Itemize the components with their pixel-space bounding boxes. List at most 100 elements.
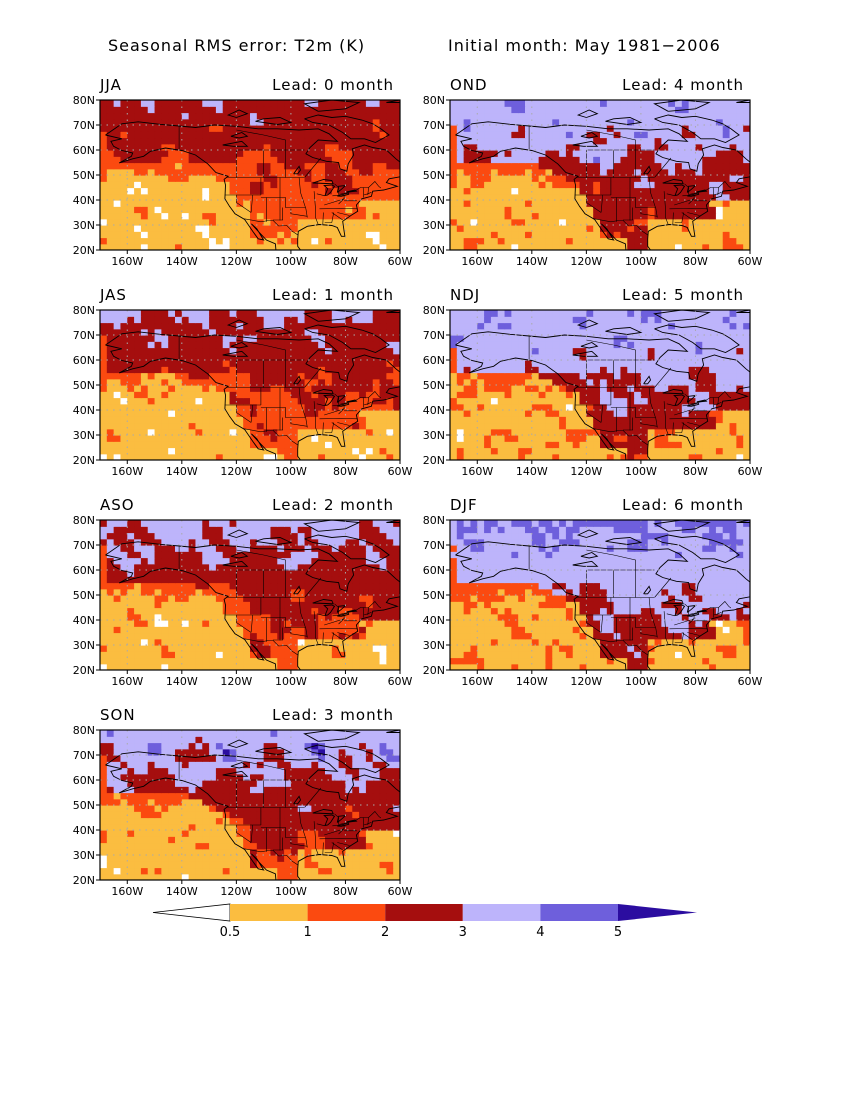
gridlines: [450, 520, 750, 670]
lon-tick-label: 100W: [275, 675, 307, 688]
lon-tick-label: 120W: [220, 885, 252, 898]
lon-tick-label: 80W: [333, 465, 358, 478]
colorbar-label: 4: [536, 925, 544, 940]
lon-tick-label: 160W: [461, 255, 493, 268]
lat-tick-label: 30N: [73, 429, 95, 442]
lon-tick-label: 80W: [333, 255, 358, 268]
lat-tick-label: 40N: [423, 194, 445, 207]
lon-tick-label: 140W: [166, 885, 198, 898]
gridlines: [100, 520, 400, 670]
coastlines: [105, 730, 400, 880]
colorbar-swatch: [307, 904, 386, 921]
lat-tick-label: 80N: [73, 95, 95, 107]
colorbar-label: 2: [381, 925, 389, 940]
lon-tick-label: 140W: [166, 465, 198, 478]
lat-tick-label: 30N: [423, 219, 445, 232]
gridlines: [450, 100, 750, 250]
lat-tick-label: 60N: [73, 564, 95, 577]
lat-tick-label: 60N: [423, 144, 445, 157]
lat-tick-label: 70N: [423, 119, 445, 132]
panel-lead-label: Lead: 6 month: [622, 496, 744, 514]
colorbar: 0.5 1 2 3 4 5: [152, 903, 697, 940]
lat-tick-label: 70N: [423, 539, 445, 552]
panel-lead-label: Lead: 1 month: [272, 286, 394, 304]
lat-tick-label: 40N: [73, 404, 95, 417]
lat-tick-label: 50N: [73, 799, 95, 812]
figure-title: Seasonal RMS error: T2m (K): [108, 36, 366, 55]
lon-tick-label: 100W: [275, 885, 307, 898]
lon-tick-label: 60W: [738, 465, 763, 478]
lat-tick-label: 20N: [423, 664, 445, 677]
lat-tick-label: 30N: [73, 639, 95, 652]
lon-tick-label: 60W: [738, 675, 763, 688]
colorbar-swatch: [385, 904, 463, 921]
lat-tick-label: 80N: [73, 725, 95, 737]
rms-error-map: 160W 140W 120W 100W 80W 60W 80N 70N 60N 50N 40N 30N…: [423, 515, 763, 688]
lat-tick-label: 70N: [73, 749, 95, 762]
lon-tick-label: 80W: [683, 465, 708, 478]
lon-tick-label: 120W: [570, 465, 602, 478]
coastlines: [105, 100, 400, 250]
lon-tick-label: 100W: [275, 255, 307, 268]
lat-tick-label: 20N: [73, 664, 95, 677]
lat-tick-label: 70N: [423, 329, 445, 342]
lat-tick-label: 30N: [423, 429, 445, 442]
rms-error-map: 160W 140W 120W 100W 80W 60W 80N 70N 60N 50N 40N 30N…: [73, 515, 413, 688]
lat-tick-label: 30N: [73, 219, 95, 232]
lon-tick-label: 160W: [111, 255, 143, 268]
panel-season-label: JAS: [100, 286, 127, 304]
lat-tick-label: 50N: [423, 379, 445, 392]
lon-tick-label: 160W: [111, 885, 143, 898]
lon-tick-label: 160W: [111, 465, 143, 478]
lon-tick-label: 120W: [220, 465, 252, 478]
panel-season-label: JJA: [100, 76, 122, 94]
lon-tick-label: 140W: [516, 255, 548, 268]
lon-tick-label: 100W: [275, 465, 307, 478]
colorbar-max-arrow: [618, 904, 697, 921]
lat-tick-label: 60N: [73, 144, 95, 157]
lon-tick-label: 60W: [388, 255, 413, 268]
lat-tick-label: 20N: [73, 874, 95, 887]
lat-tick-label: 80N: [423, 515, 445, 527]
lon-tick-label: 120W: [220, 255, 252, 268]
lat-tick-label: 60N: [73, 354, 95, 367]
panel-season-label: OND: [450, 76, 488, 94]
colorbar-min-arrow: [152, 903, 231, 922]
rms-error-map: 160W 140W 120W 100W 80W 60W 80N 70N 60N 50N 40N 30N…: [73, 95, 413, 268]
lat-tick-label: 40N: [73, 824, 95, 837]
colorbar-swatch: [230, 904, 308, 921]
lat-tick-label: 50N: [73, 169, 95, 182]
lat-tick-label: 70N: [73, 539, 95, 552]
colorbar-swatch: [540, 904, 618, 921]
lon-tick-label: 100W: [625, 255, 657, 268]
panel-lead-label: Lead: 4 month: [622, 76, 744, 94]
lat-tick-label: 60N: [423, 564, 445, 577]
lat-tick-label: 80N: [423, 95, 445, 107]
panel-lead-label: Lead: 5 month: [622, 286, 744, 304]
lat-tick-label: 50N: [73, 379, 95, 392]
lat-tick-label: 60N: [423, 354, 445, 367]
colorbar-label: 3: [459, 925, 467, 940]
lon-tick-label: 80W: [333, 885, 358, 898]
error-field: [450, 100, 750, 250]
lat-tick-label: 40N: [423, 614, 445, 627]
lat-tick-label: 50N: [423, 589, 445, 602]
lon-tick-label: 120W: [220, 675, 252, 688]
lon-tick-label: 60W: [738, 255, 763, 268]
lon-tick-label: 140W: [166, 255, 198, 268]
lon-tick-label: 80W: [333, 675, 358, 688]
lon-tick-label: 100W: [625, 675, 657, 688]
lon-tick-label: 80W: [683, 675, 708, 688]
lon-tick-label: 120W: [570, 675, 602, 688]
lat-tick-label: 40N: [423, 404, 445, 417]
rms-error-map: 160W 140W 120W 100W 80W 60W 80N 70N 60N 50N 40N 30N…: [423, 305, 763, 478]
gridlines: [100, 100, 400, 250]
colorbar-label: 5: [614, 925, 622, 940]
lat-tick-label: 20N: [73, 244, 95, 257]
lat-tick-label: 50N: [423, 169, 445, 182]
lat-tick-label: 40N: [73, 194, 95, 207]
rms-error-map: 160W 140W 120W 100W 80W 60W 80N 70N 60N 50N 40N 30N…: [73, 725, 413, 898]
lat-tick-label: 80N: [73, 515, 95, 527]
lat-tick-label: 70N: [73, 119, 95, 132]
lat-tick-label: 40N: [73, 614, 95, 627]
